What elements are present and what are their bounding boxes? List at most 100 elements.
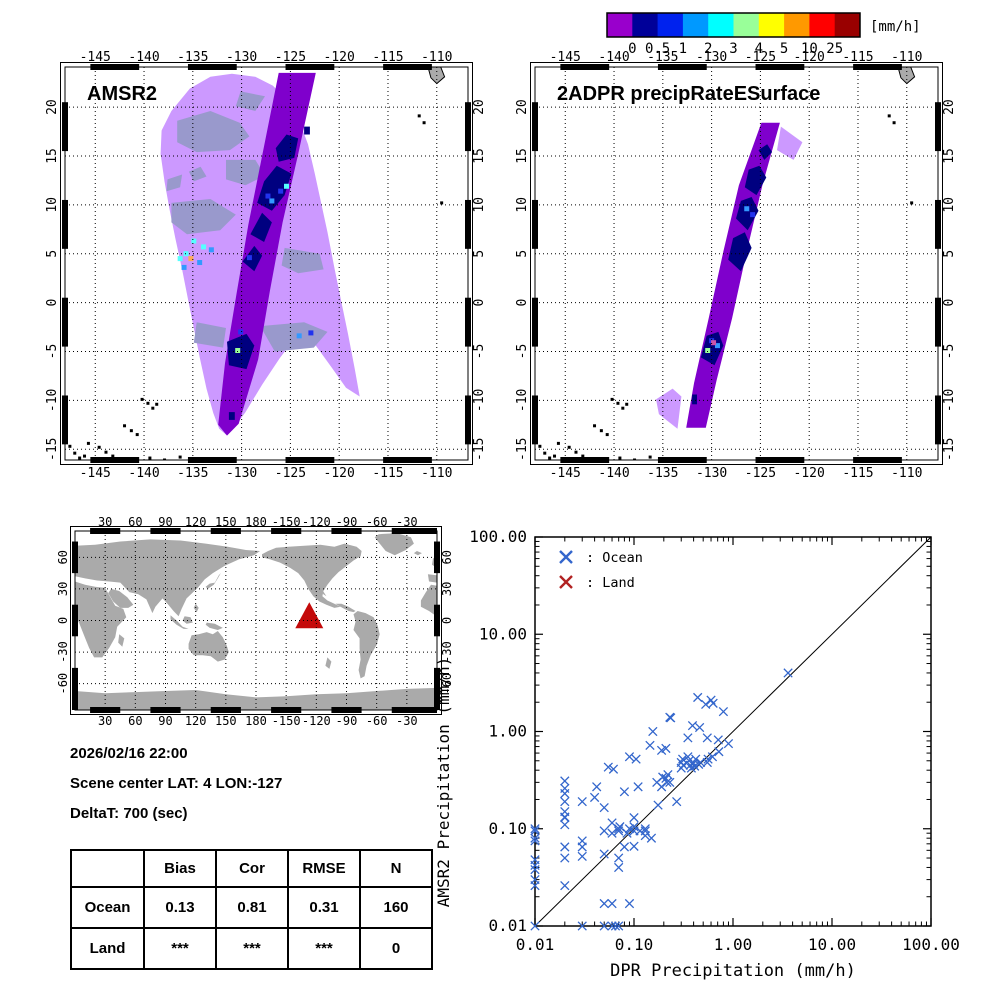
island-dot	[616, 401, 620, 405]
lat-tick-label: 10	[942, 197, 957, 213]
lat-tick-label: 5	[45, 250, 60, 258]
scene-datetime: 2026/02/16 22:00	[70, 745, 188, 762]
lon-tick-label: -140	[598, 466, 629, 481]
island-dot	[610, 397, 614, 401]
data-point-ocean	[530, 874, 540, 885]
lon-tick-label: -110	[421, 466, 452, 481]
data-point-ocean	[708, 698, 718, 708]
lon-tick-label: -120	[324, 466, 355, 481]
world-lon-label: -60	[366, 515, 388, 529]
data-point-ocean	[619, 787, 630, 797]
island-dot	[104, 450, 108, 454]
island-dot	[892, 121, 896, 125]
lat-tick-label: -10	[472, 389, 487, 412]
lat-tick-label: 0	[942, 299, 957, 307]
x-tick-label: 100.00	[902, 935, 960, 954]
data-point-ocean	[599, 898, 609, 909]
lat-tick-label: 20	[45, 99, 60, 115]
colorbar-tick-label: 0	[628, 41, 636, 57]
lon-tick-label: -125	[745, 466, 776, 481]
lat-tick-label: -10	[942, 389, 957, 412]
lat-tick-label: -10	[45, 389, 60, 412]
world-lon-label: 90	[158, 515, 172, 529]
stats-land-n: 0	[359, 927, 433, 970]
data-point-ocean	[648, 726, 658, 737]
world-lat-label: -60	[56, 673, 70, 695]
amsr2-title: AMSR2	[87, 83, 157, 105]
colorbar-segment	[784, 13, 810, 37]
data-point-ocean	[703, 754, 713, 764]
world-lon-label: -150	[272, 714, 301, 728]
lon-tick-label: -140	[598, 50, 629, 65]
stats-ocean-bias: 0.13	[143, 886, 217, 929]
scatter-plot: 0.010.01 0.10 0.10 1.00 1.00 10.00 10.00 100.00…	[434, 527, 960, 981]
legend-label-ocean: : Ocean	[586, 550, 643, 566]
stats-row-ocean: Ocean 0.13 0.81 0.31 160	[70, 886, 433, 929]
y-tick-label: 10.00	[479, 624, 527, 643]
data-point-ocean	[645, 740, 655, 751]
data-point-ocean	[646, 833, 657, 843]
data-point-ocean	[530, 833, 540, 843]
data-point-ocean	[629, 822, 639, 832]
lat-tick-label: 15	[45, 148, 60, 164]
data-point-ocean	[714, 747, 724, 757]
world-lon-label: 60	[128, 515, 142, 529]
lon-tick-label: -115	[842, 50, 873, 65]
world-lon-label: -60	[366, 714, 388, 728]
data-point-ocean	[577, 851, 587, 862]
colorbar-segment	[834, 13, 861, 37]
stats-ocean-rmse: 0.31	[287, 886, 361, 929]
data-point-ocean	[633, 782, 643, 792]
one-to-one-line	[534, 536, 932, 927]
island-dot	[887, 114, 891, 118]
lat-tick-label: 20	[472, 99, 487, 115]
data-point-ocean	[577, 796, 587, 807]
island-dot	[163, 458, 167, 460]
continent	[205, 622, 223, 630]
colorbar-tick-label: 5	[780, 41, 788, 57]
lat-tick-label: -5	[942, 344, 957, 360]
stats-header-cor: Cor	[215, 849, 289, 888]
island-dot	[97, 445, 101, 449]
data-point-ocean	[662, 777, 672, 788]
data-point-ocean	[530, 921, 540, 931]
island-dot	[621, 406, 625, 410]
lat-tick-label: 20	[515, 99, 530, 115]
data-point-ocean	[560, 776, 570, 786]
x-tick-label: 0.01	[516, 935, 555, 954]
lon-tick-label: -115	[372, 466, 403, 481]
data-point-ocean	[560, 853, 570, 863]
world-lat-label: 30	[56, 582, 70, 596]
data-point-ocean	[702, 733, 712, 743]
island-dot	[543, 451, 547, 455]
colorbar-segment	[657, 13, 684, 37]
lat-tick-label: 5	[515, 250, 530, 258]
data-point-ocean	[663, 769, 673, 780]
lat-tick-label: 15	[942, 148, 957, 164]
scene-deltat: DeltaT: 700 (sec)	[70, 805, 188, 822]
lon-tick-label: -135	[177, 466, 208, 481]
continent	[193, 603, 199, 613]
world-lon-label: -30	[396, 515, 418, 529]
y-axis-title: AMSR2 Precipitation (mm/h)	[434, 657, 453, 907]
island-dot	[625, 402, 629, 406]
data-point-ocean	[614, 862, 624, 873]
dpr-title: 2ADPR precipRateESurface	[557, 83, 820, 105]
data-point-ocean	[610, 921, 621, 931]
data-point-ocean	[683, 733, 693, 743]
data-point-ocean	[608, 764, 619, 774]
data-point-ocean	[577, 836, 587, 846]
stats-header-rmse: RMSE	[287, 849, 361, 888]
world-lon-label: 150	[215, 515, 237, 529]
world-lat-label: -30	[56, 641, 70, 663]
lat-tick-label: -5	[45, 344, 60, 360]
data-point-ocean	[624, 898, 635, 909]
island-dot	[417, 114, 421, 118]
lat-tick-label: 10	[472, 197, 487, 213]
data-point-ocean	[723, 738, 734, 749]
data-point-ocean	[653, 800, 663, 810]
y-tick-label: 0.01	[488, 916, 527, 935]
lon-tick-label: -120	[794, 466, 825, 481]
